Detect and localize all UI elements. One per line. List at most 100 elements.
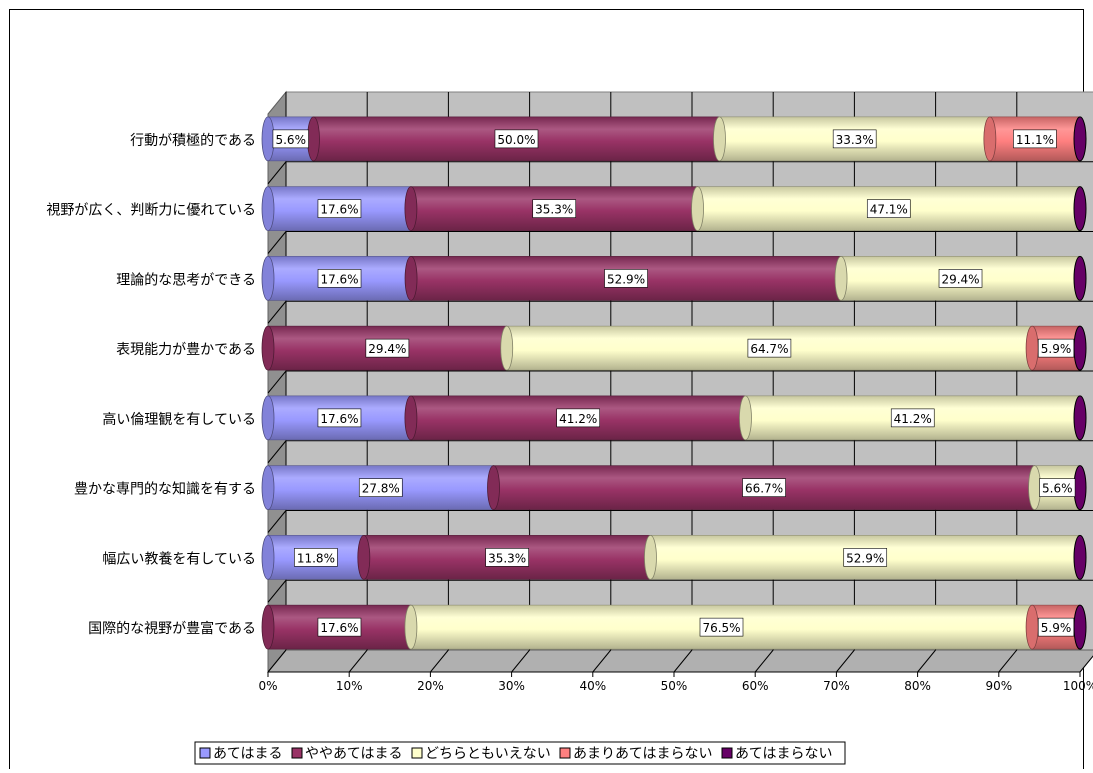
bar-cap [713,116,726,162]
data-label: 41.2% [894,412,932,426]
data-label-box [699,617,744,637]
bar-end-cap [1073,395,1087,441]
bar-cap [983,116,997,162]
gridline-floor [917,649,936,673]
category-label: 国際的な視野が豊富である [88,620,256,637]
gridline-floor [430,649,449,673]
gridline-floor [836,649,855,673]
bar-end-cap [1073,255,1087,301]
gridline-floor [1079,655,1093,673]
data-label: 47.1% [870,203,908,217]
x-tick-label: 20% [417,679,444,693]
gridline-side [267,370,287,394]
bar-cap [261,325,275,371]
x-tick-label: 30% [498,679,525,693]
gridline-floor [511,649,530,673]
bar-cap [404,395,418,441]
data-label-box [742,478,786,497]
data-label-box [532,199,577,218]
bar-cap [261,604,275,650]
data-label-box [1039,478,1076,497]
bar-cap [487,465,500,511]
bar-cap [357,534,371,580]
x-tick-label: 100% [1063,679,1093,693]
data-label-box [485,548,529,567]
data-label-box [556,408,600,428]
bar-end-cap [1073,604,1087,650]
data-label-box [317,199,362,218]
data-label: 17.6% [320,272,358,286]
data-label: 29.4% [941,272,979,286]
legend-label: あてはまらない [735,746,832,762]
data-label-box [1037,617,1075,637]
data-label-box [494,129,539,149]
data-label: 29.4% [368,342,406,356]
legend-swatch [721,747,733,759]
data-label: 41.2% [559,412,597,426]
gridline-floor [348,649,368,673]
data-label-box [1037,338,1075,358]
bar-cap [500,325,514,371]
data-label: 5.6% [275,133,306,147]
data-label: 17.6% [320,621,358,635]
legend-label: あてはまる [213,746,282,762]
bar-cap [307,116,320,162]
data-label-box [604,269,648,288]
legend-label: あまりあてはまらない [573,746,712,762]
gridline-side [267,510,287,533]
category-label: 高い倫理観を有している [102,411,256,428]
bar-cap [261,186,275,232]
bar-end-cap [1073,534,1087,580]
plot-area [266,90,1093,674]
x-tick-label: 60% [742,679,769,693]
data-label: 27.8% [362,482,400,496]
gridline-floor [267,649,287,673]
gridline-side [267,579,287,603]
legend-swatch [291,747,303,759]
category-label: 豊かな専門的な知識を有する [74,481,256,498]
legend-swatch [411,747,423,759]
bar-cap [404,604,418,650]
data-label-box [358,478,403,497]
data-label: 17.6% [320,412,358,426]
data-label: 66.7% [745,482,783,496]
data-label: 17.6% [320,203,358,217]
data-label: 35.3% [488,551,526,565]
data-label: 5.9% [1041,621,1072,635]
bar-end-cap [1073,325,1087,371]
category-label: 視野が広く、判断力に優れている [46,203,256,219]
data-label: 11.1% [1016,133,1054,147]
legend-box [194,741,846,765]
bar-cap [644,534,657,580]
legend: あてはまる ややあてはまる どちらともいえない あまりあてはまらない あてはまらない [194,741,846,765]
bar-cap [261,534,275,580]
category-label: 幅広い教養を有している [102,550,256,567]
bar-cap [261,465,275,511]
data-label: 33.3% [836,133,874,147]
floor [266,649,1093,673]
legend-label: ややあてはまる [305,746,402,762]
x-tick-label: 80% [904,679,931,693]
data-label: 52.9% [607,272,645,286]
data-label-box [294,548,338,567]
data-label-box [1013,129,1057,149]
bar-cap [1028,465,1041,511]
data-label: 5.9% [1041,342,1072,356]
x-tick-label: 70% [823,679,850,693]
bar-cap [261,255,275,301]
category-label: 理論的な思考ができる [116,272,256,288]
gridline-floor [998,649,1018,673]
category-label: 行動が積極的である [130,133,256,149]
data-label-box [317,617,362,637]
gridline-floor [754,649,774,673]
data-label-box [317,269,362,288]
gridline-side [267,231,287,254]
bars: 5.6% 50.0% 33.3% 11.1% 17.6% 35.3% 47.1% 17.6% 5… [261,116,1087,650]
data-label-box [317,408,362,428]
gridline-side [267,300,287,324]
data-label: 76.5% [702,621,740,635]
gridline-floor [592,649,612,673]
bar-cap [1025,325,1039,371]
gridline-side [267,440,287,464]
category-labels: 行動が積極的である視野が広く、判断力に優れている理論的な思考ができる表現能力が豊… [46,133,256,637]
